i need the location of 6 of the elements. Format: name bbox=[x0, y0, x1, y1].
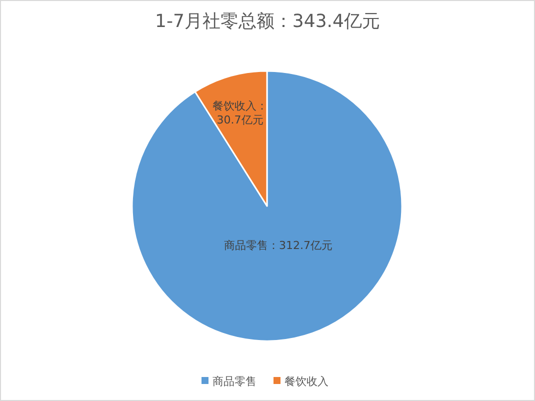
legend-label: 餐饮收入 bbox=[284, 375, 328, 388]
data-label: 餐饮收入： 30.7亿元 bbox=[212, 100, 268, 127]
chart-title: 1-7月社零总额：343.4亿元 bbox=[155, 11, 380, 32]
legend-label: 商品零售 bbox=[212, 375, 256, 388]
pie-slice bbox=[131, 70, 403, 342]
data-label: 商品零售：312.7亿元 bbox=[224, 238, 332, 252]
